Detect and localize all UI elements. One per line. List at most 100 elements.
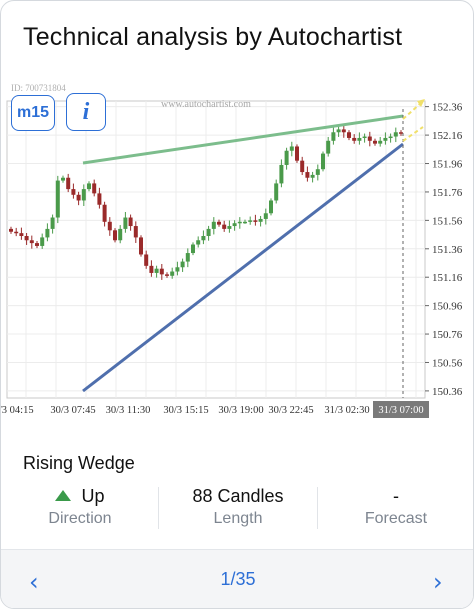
x-tick-label: 30/3 22:45 (268, 405, 313, 416)
candle-body (81, 189, 86, 201)
candle-body (399, 132, 403, 134)
candle-body (331, 132, 336, 141)
y-tick-label: 152.16 (432, 130, 463, 142)
y-tick-label: 151.16 (432, 272, 463, 284)
price-chart[interactable]: 152.36 152.16 151.96 151.76 151.56 151.36 151.… (1, 79, 473, 435)
stat-forecast: - Forecast (317, 485, 473, 531)
candle-body (118, 228, 123, 241)
candle-body (133, 226, 138, 238)
candle-body (300, 160, 305, 173)
candle-body (149, 265, 154, 273)
candle-body (263, 213, 268, 219)
candle-body (165, 274, 169, 276)
candle-body (326, 140, 331, 154)
candle-body (383, 137, 388, 141)
candle-body (357, 137, 362, 141)
candle-body (185, 253, 190, 262)
stat-divider (317, 487, 318, 529)
candle-body (175, 267, 180, 272)
candle-body (237, 221, 242, 224)
candle-body (9, 228, 13, 232)
wedge-lower-line (82, 142, 404, 393)
candle-body (206, 228, 211, 236)
candle-body (284, 150, 289, 165)
watermark: www.autochartist.com (161, 99, 251, 110)
x-tick-label: 30/3 11:30 (106, 405, 151, 416)
candle-body (248, 220, 253, 222)
candle-body (50, 217, 55, 229)
forecast-label: Forecast (364, 510, 428, 527)
candle-body (107, 221, 112, 231)
candle-body (159, 268, 164, 275)
y-tick-label: 150.96 (432, 301, 463, 313)
candle-body (378, 140, 383, 144)
timeframe-badge[interactable]: m15 (11, 95, 55, 131)
candle-body (128, 217, 133, 227)
y-tick-label: 151.96 (432, 159, 463, 171)
candle-body (154, 268, 159, 273)
candle-body (211, 221, 216, 229)
candle-body (45, 228, 50, 238)
info-icon[interactable]: i (66, 93, 106, 131)
candle-body (227, 226, 232, 229)
candle-body (352, 137, 357, 141)
candle-body (217, 221, 221, 225)
candle-body (87, 183, 91, 190)
candle-body (243, 221, 247, 224)
candle-body (336, 129, 341, 133)
x-tick-highlight (373, 401, 429, 418)
chart-canvas: 152.36 152.16 151.96 151.76 151.56 151.36 151.… (1, 83, 463, 418)
x-tick-label: 30/3 19:00 (218, 405, 263, 416)
candle-body (315, 169, 320, 175)
forecast-arrowhead (417, 99, 425, 107)
candle-body (310, 174, 315, 178)
candle-body (388, 136, 393, 139)
chevron-right-icon[interactable]: › (433, 568, 443, 596)
candle-body (14, 231, 19, 234)
stat-length: 88 Candles Length (159, 485, 317, 531)
chevron-left-icon[interactable]: ‹ (29, 568, 39, 596)
candle-body (170, 271, 175, 276)
candle-body (55, 180, 60, 218)
candle-body (367, 136, 372, 141)
y-tick-label: 150.36 (432, 386, 463, 398)
candle-body (66, 177, 71, 190)
candle-body (222, 224, 227, 229)
candle-body (92, 183, 97, 194)
candle-body (144, 254, 149, 266)
y-tick-label: 150.76 (432, 329, 463, 341)
x-tick-label: 31/3 07:00 (378, 405, 423, 416)
forecast-value: - (393, 486, 399, 506)
x-tick-label: 30/3 04:15 (1, 405, 34, 416)
wedge-upper-line (82, 114, 404, 165)
candle-body (279, 164, 284, 184)
pattern-stats: Up Direction 88 Candles Length - Forecas… (1, 485, 473, 531)
candle-body (341, 129, 346, 133)
candle-body (71, 189, 76, 195)
candle-body (76, 194, 81, 201)
y-tick-label: 150.56 (432, 357, 463, 369)
y-tick-label: 152.36 (432, 102, 463, 114)
candle-body (40, 237, 45, 246)
chart-id: ID: 700731804 (11, 83, 66, 93)
y-tick-label: 151.56 (432, 215, 463, 227)
direction-label: Direction (48, 510, 112, 527)
candle-body (97, 193, 102, 205)
candle-body (180, 261, 185, 268)
candle-body (258, 218, 263, 222)
x-tick-label: 30/3 15:15 (163, 405, 208, 416)
candle-body (295, 146, 299, 161)
x-tick-label: 31/3 02:30 (324, 405, 369, 416)
candle-body (269, 200, 273, 214)
y-tick-label: 151.36 (432, 244, 463, 256)
candle-body (362, 136, 367, 139)
length-value: 88 Candles (192, 486, 284, 506)
candle-body (305, 172, 310, 178)
candle-body (35, 243, 39, 246)
candle-body (289, 146, 294, 151)
candle-body (113, 230, 117, 241)
candle-body (123, 217, 128, 229)
candle-body (139, 237, 143, 255)
candle-body (102, 204, 107, 222)
